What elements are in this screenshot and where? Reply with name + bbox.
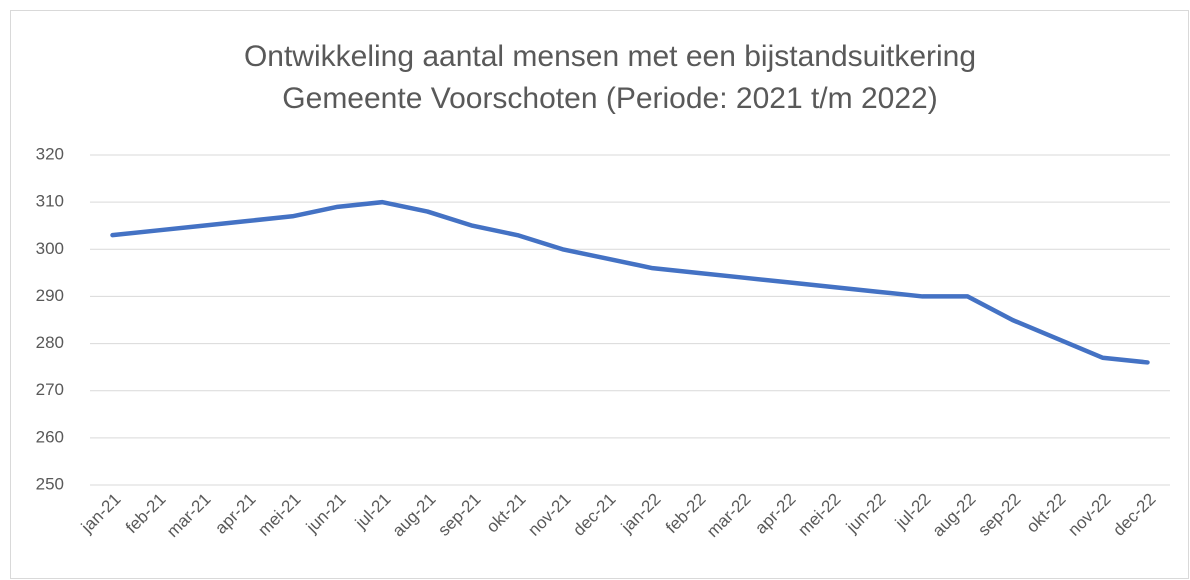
data-line <box>110 199 1150 365</box>
y-tick-label: 300 <box>36 239 64 258</box>
chart-subtitle: Gemeente Voorschoten (Periode: 2021 t/m … <box>282 82 937 115</box>
chart-border <box>10 10 1189 579</box>
y-tick-label: 290 <box>36 286 64 305</box>
y-tick-label: 260 <box>36 427 64 446</box>
chart-title: Ontwikkeling aantal mensen met een bijst… <box>244 40 976 73</box>
y-tick-label: 250 <box>36 474 64 493</box>
y-tick-label: 280 <box>36 333 64 352</box>
y-tick-label: 270 <box>36 380 64 399</box>
y-tick-label: 320 <box>36 144 64 163</box>
y-tick-label: 310 <box>36 192 64 211</box>
